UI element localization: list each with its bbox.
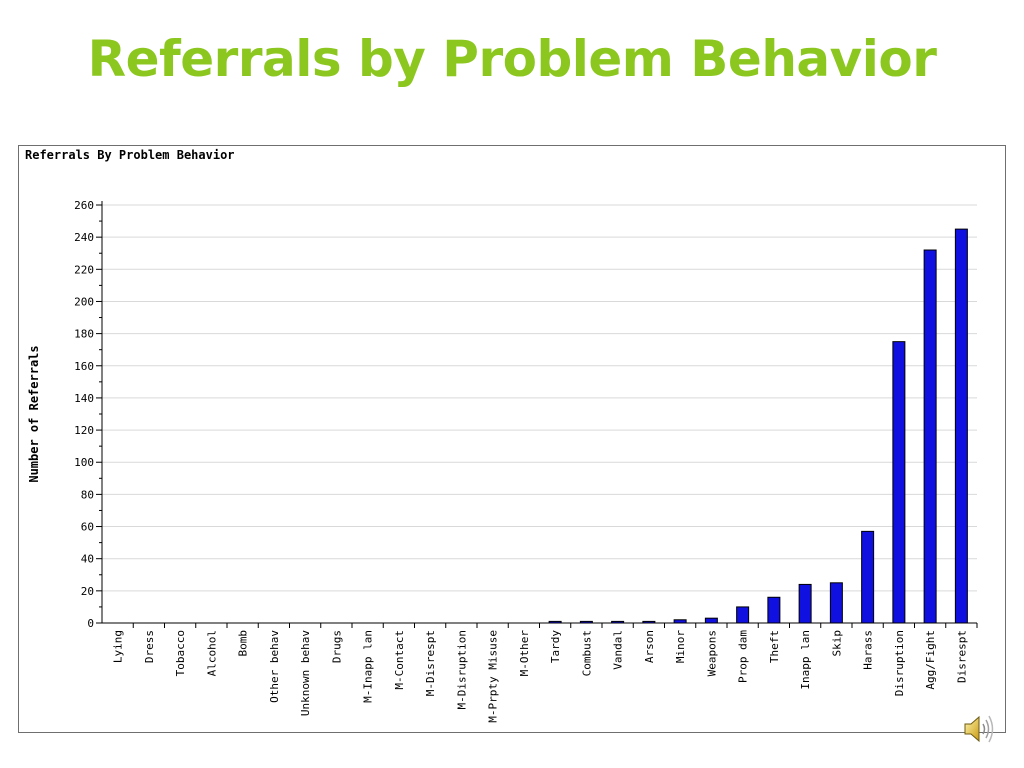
bar [798, 583, 812, 624]
slide-title: Referrals by Problem Behavior [87, 30, 937, 88]
x-tick-label: Skip [830, 630, 843, 657]
y-tick-label: 160 [74, 360, 94, 373]
x-tick-label: Other behav [268, 630, 281, 703]
chart-title: Referrals By Problem Behavior [25, 148, 235, 162]
x-tick-label: M-Inapp lan [362, 630, 375, 703]
x-tick-label: Dress [143, 630, 156, 663]
bar [673, 619, 687, 624]
y-tick-label: 40 [81, 553, 94, 566]
bar [642, 620, 656, 624]
x-tick-label: M-Contact [393, 630, 406, 690]
x-tick-label: Drugs [330, 630, 343, 663]
x-tick-label: Minor [674, 630, 687, 663]
x-tick-label: Bomb [237, 630, 250, 657]
bar [548, 620, 562, 624]
x-tick-label: Weapons [705, 630, 718, 676]
x-tick-label: Tardy [549, 630, 562, 663]
x-tick-label: Theft [768, 630, 781, 663]
chart-frame: Referrals By Problem Behavior Number of R… [18, 145, 1006, 733]
x-tick-label: Vandal [612, 630, 625, 670]
x-tick-label: M-Disruption [455, 630, 468, 709]
bar-chart: Referrals By Problem Behavior Number of R… [25, 148, 978, 723]
x-tick-label: Combust [580, 630, 593, 676]
y-tick-label: 180 [74, 328, 94, 341]
bar [954, 228, 968, 624]
y-tick-label: 140 [74, 392, 94, 405]
bar [767, 596, 781, 624]
bar [861, 530, 875, 624]
bar [579, 620, 593, 624]
y-tick-label: 60 [81, 521, 94, 534]
x-tick-label: M-Other [518, 630, 531, 677]
y-tick-label: 200 [74, 295, 94, 308]
speaker-icon[interactable] [962, 712, 998, 746]
y-axis-label: Number of Referrals [27, 345, 41, 482]
bar [611, 620, 625, 624]
x-tick-label: Disruption [893, 630, 906, 696]
x-tick-label: Inapp lan [799, 630, 812, 690]
x-tick-label: Disrespt [955, 630, 968, 683]
bar [704, 617, 718, 624]
y-tick-label: 240 [74, 231, 94, 244]
y-tick-label: 80 [81, 488, 94, 501]
x-tick-label: Unknown behav [299, 630, 312, 716]
x-tick-label: M-Prpty Misuse [487, 630, 500, 723]
x-tick-label: Arson [643, 630, 656, 663]
bar [736, 606, 750, 624]
y-tick-label: 100 [74, 456, 94, 469]
y-tick-label: 260 [74, 199, 94, 212]
x-tick-label: Tobacco [174, 630, 187, 676]
x-tick-label: M-Disrespt [424, 630, 437, 696]
bar [923, 249, 937, 624]
y-tick-label: 20 [81, 585, 94, 598]
x-tick-label: Agg/Fight [924, 630, 937, 690]
bar [829, 582, 843, 624]
y-tick-label: 0 [87, 617, 94, 630]
x-tick-label: Harass [862, 630, 875, 670]
x-tick-label: Lying [112, 630, 125, 663]
bar [892, 341, 906, 624]
y-tick-label: 120 [74, 424, 94, 437]
x-tick-label: Alcohol [205, 630, 218, 676]
x-tick-label: Prop dam [737, 630, 750, 683]
y-tick-label: 220 [74, 263, 94, 276]
